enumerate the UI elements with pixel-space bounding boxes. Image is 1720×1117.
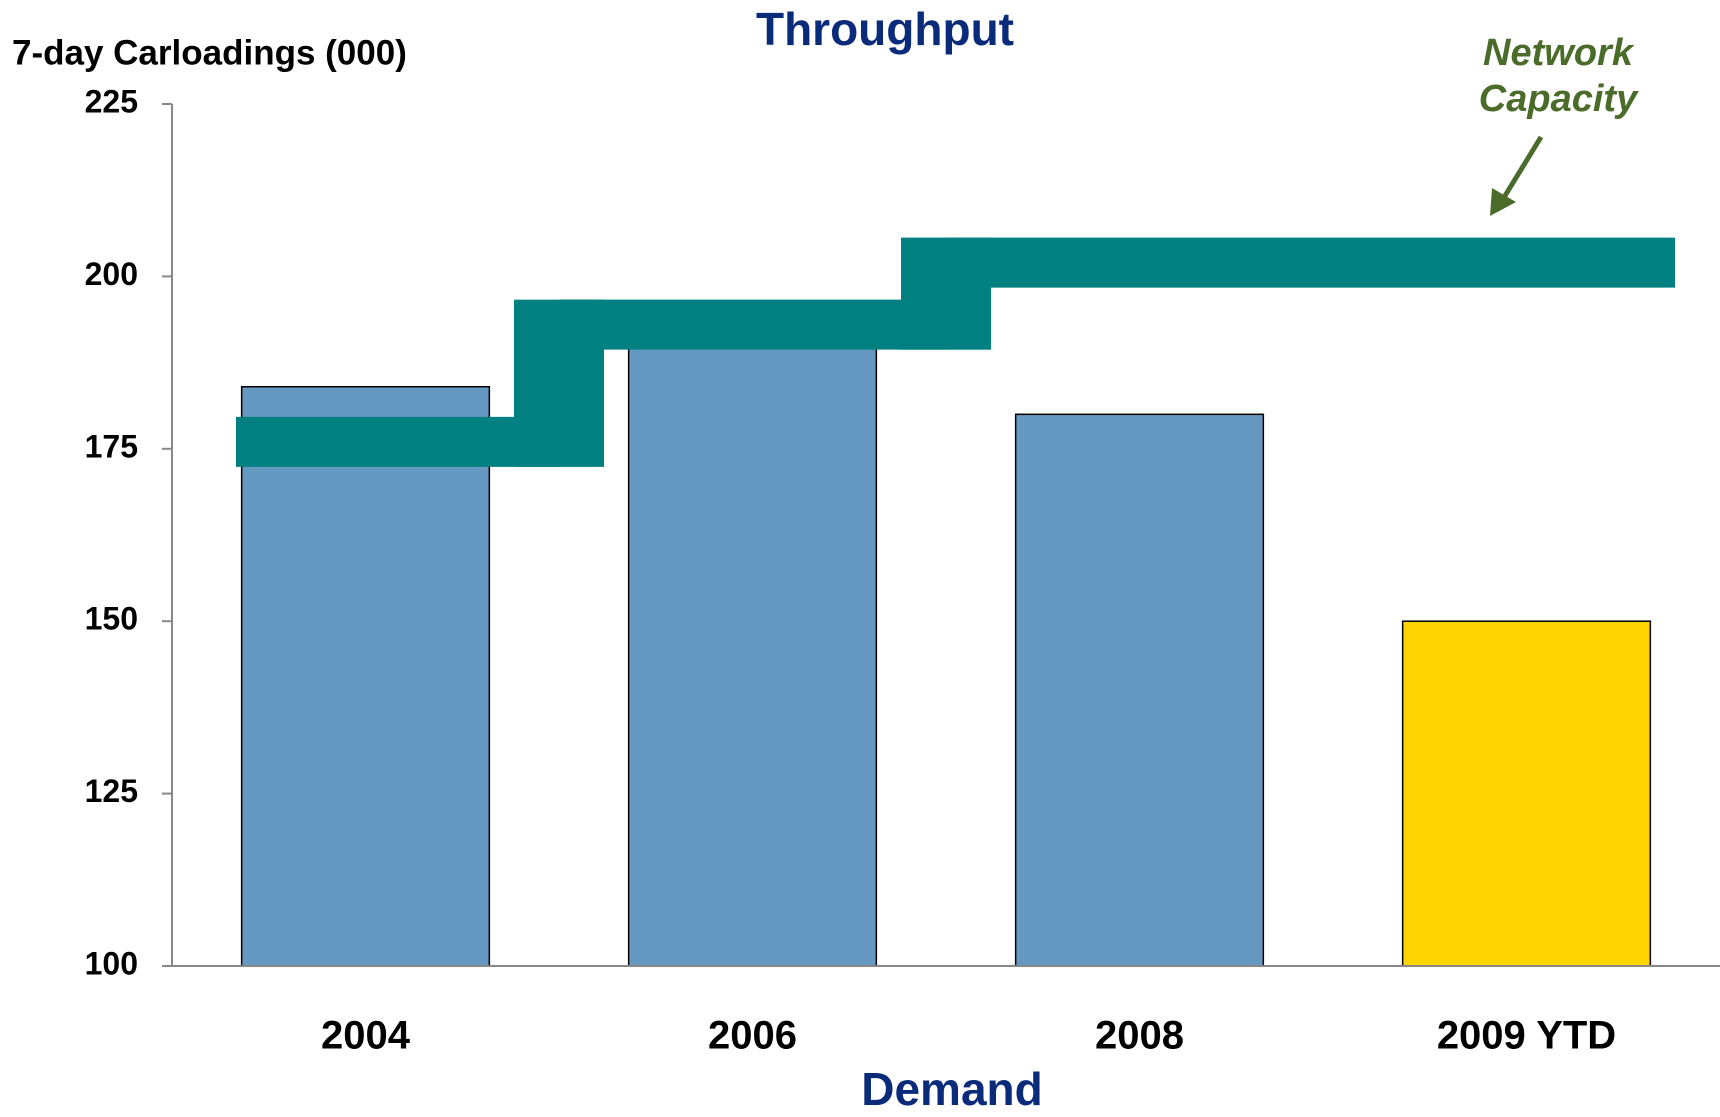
bar [1014,413,1265,967]
y-tick-label: 200 [85,256,138,292]
y-tick-label: 225 [85,83,138,119]
bar [627,344,878,967]
y-tick-label: 100 [85,945,138,981]
bar [240,385,491,967]
annotation: Network [1483,32,1635,74]
annotation-arrowhead [1490,188,1516,216]
y-tick-label: 150 [85,601,138,637]
x-tick-label: 2004 [321,1014,411,1058]
x-tick-label: 2009 YTD [1437,1014,1616,1058]
annotation-arrow [1500,135,1544,201]
y-tick-label: 175 [85,428,138,464]
annotation: Capacity [1479,78,1639,120]
bar [1401,620,1652,967]
x-tick-label: 2008 [1095,1014,1184,1058]
x-axis-label: Demand [861,1063,1042,1115]
x-tick-label: 2006 [708,1014,797,1058]
chart-title: Throughput [756,3,1014,55]
y-axis-label: 7-day Carloadings (000) [12,33,407,72]
y-tick-label: 125 [85,773,138,809]
capacity-step [514,299,604,467]
capacity-step [901,237,991,350]
